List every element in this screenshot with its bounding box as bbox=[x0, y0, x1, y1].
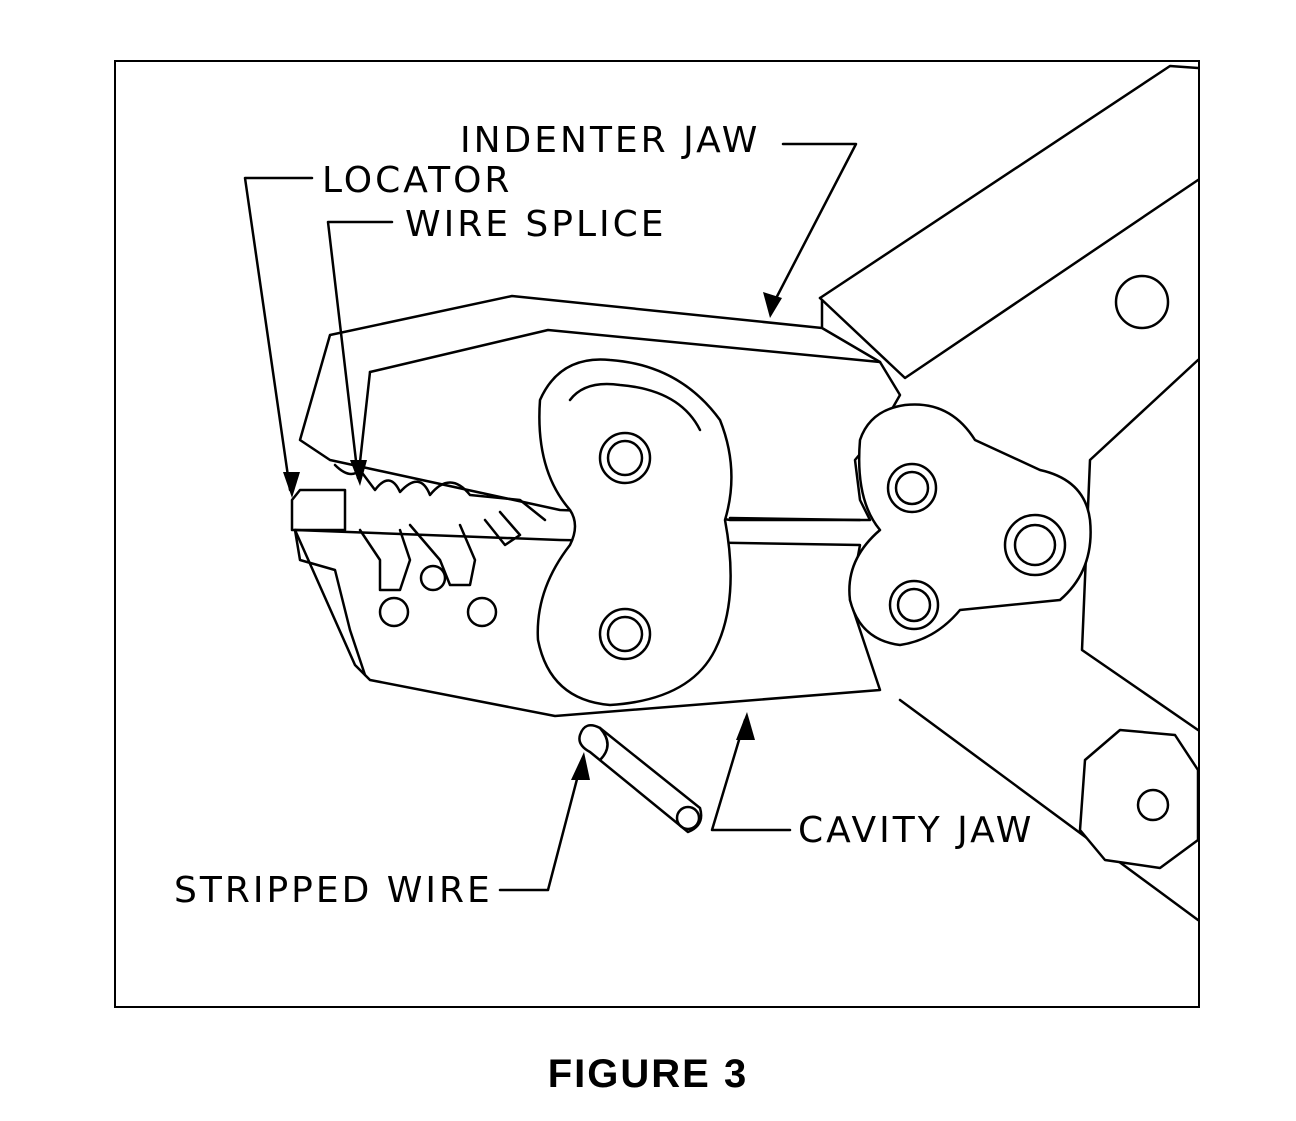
stripped-wire bbox=[578, 723, 703, 834]
figure-caption: FIGURE 3 bbox=[547, 1052, 749, 1096]
leader-lines bbox=[243, 142, 858, 892]
label-stripped-wire: STRIPPED WIRE bbox=[174, 870, 493, 911]
side-plate bbox=[536, 358, 733, 707]
pivot-hole bbox=[1114, 274, 1170, 330]
cavity-jaw-arrow bbox=[736, 712, 755, 740]
splice-end bbox=[419, 564, 447, 592]
tool-body bbox=[818, 64, 1200, 922]
locator-arrow bbox=[283, 472, 300, 498]
jaw-hole bbox=[466, 596, 498, 628]
hex-nut bbox=[1078, 728, 1200, 870]
jaw-hole bbox=[378, 596, 410, 628]
indenter-jaw-arrow bbox=[763, 292, 782, 318]
figure-frame bbox=[114, 60, 1200, 1008]
label-cavity-jaw: CAVITY JAW bbox=[798, 810, 1035, 851]
linkage bbox=[848, 403, 1092, 647]
label-locator: LOCATOR bbox=[322, 160, 513, 201]
wire-splice-arrow bbox=[350, 460, 367, 486]
label-wire-splice: WIRE SPLICE bbox=[405, 204, 667, 245]
label-indenter-jaw: INDENTER JAW bbox=[460, 120, 761, 161]
stripped-wire-arrow bbox=[571, 752, 590, 780]
